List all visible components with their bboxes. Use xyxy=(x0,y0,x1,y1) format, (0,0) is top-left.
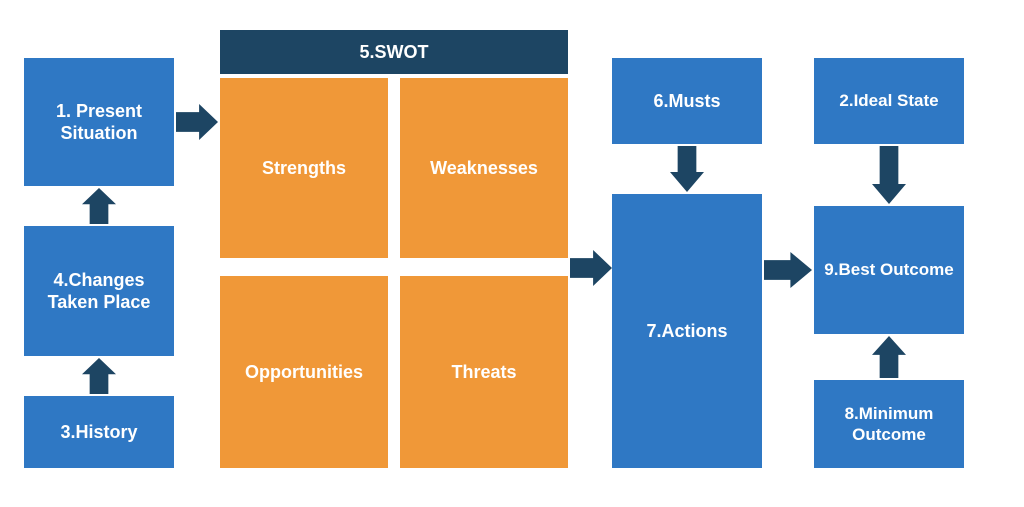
arrow-swot-to-actions xyxy=(570,250,612,286)
arrow-present-to-swot xyxy=(176,104,218,140)
box-threats: Threats xyxy=(400,276,568,468)
box-weaknesses: Weaknesses xyxy=(400,78,568,258)
box-history: 3.History xyxy=(24,396,174,468)
box-musts: 6.Musts xyxy=(612,58,762,144)
arrow-history-to-changes xyxy=(82,358,116,394)
box-best-outcome: 9.Best Outcome xyxy=(814,206,964,334)
box-strengths: Strengths xyxy=(220,78,388,258)
box-ideal-state: 2.Ideal State xyxy=(814,58,964,144)
arrow-actions-to-best xyxy=(764,252,812,288)
arrow-changes-to-present xyxy=(82,188,116,224)
arrow-ideal-to-best xyxy=(872,146,906,204)
arrow-minimum-to-best xyxy=(872,336,906,378)
box-actions: 7.Actions xyxy=(612,194,762,468)
box-swot-header: 5.SWOT xyxy=(220,30,568,74)
box-opportunities: Opportunities xyxy=(220,276,388,468)
box-present-situation: 1. Present Situation xyxy=(24,58,174,186)
box-changes-taken-place: 4.Changes Taken Place xyxy=(24,226,174,356)
box-minimum-outcome: 8.Minimum Outcome xyxy=(814,380,964,468)
arrow-musts-to-actions xyxy=(670,146,704,192)
diagram-canvas: 1. Present Situation 4.Changes Taken Plac… xyxy=(0,0,1024,507)
